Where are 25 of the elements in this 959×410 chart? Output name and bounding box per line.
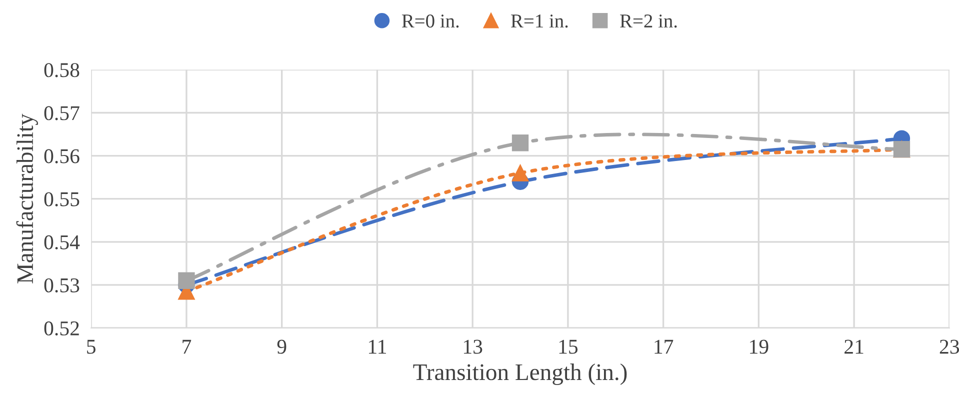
- x-tick-label: 13: [464, 340, 482, 354]
- y-tick-label: 0.54: [44, 235, 80, 250]
- y-tick-label: 0.58: [44, 63, 80, 78]
- x-tick-label: 23: [940, 340, 959, 354]
- point: [512, 134, 529, 152]
- y-tick-label: 0.56: [44, 149, 80, 164]
- legend-label: R=1 in.: [511, 14, 568, 28]
- x-tick-label: 17: [654, 340, 674, 354]
- x-tick-label: 21: [844, 340, 864, 354]
- point: [178, 272, 195, 289]
- x-axis-title: Transition Length (in.): [413, 364, 627, 386]
- y-tick-label: 0.52: [44, 321, 79, 336]
- y-tick-label: 0.55: [44, 192, 80, 206]
- point: [512, 164, 529, 182]
- y-tick-label: 0.57: [44, 106, 80, 120]
- y-tick-label: 0.53: [44, 278, 80, 292]
- x-tick-label: 15: [559, 340, 578, 354]
- x-tick-label: 9: [277, 340, 286, 354]
- x-tick-label: 19: [750, 340, 768, 354]
- y-axis-title: Manufacturability: [16, 114, 38, 284]
- x-tick-label: 11: [369, 340, 386, 354]
- x-tick-label: 5: [87, 340, 96, 354]
- x-tick-label: 7: [182, 340, 192, 354]
- legend-label: R=2 in.: [620, 14, 677, 28]
- legend-label: R=0 in.: [402, 14, 459, 28]
